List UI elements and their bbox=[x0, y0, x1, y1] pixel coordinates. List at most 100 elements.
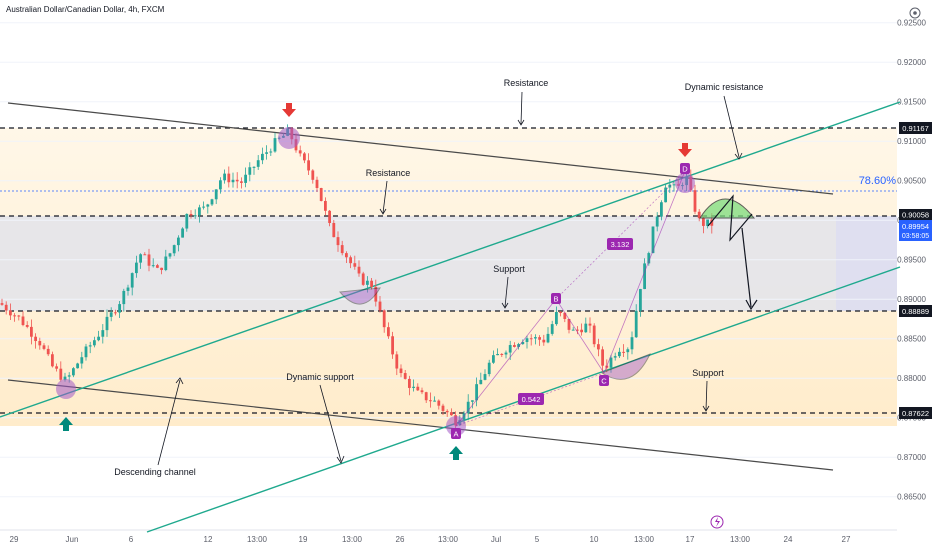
candle-body bbox=[198, 207, 201, 216]
candle-body bbox=[567, 318, 571, 330]
candle-body bbox=[336, 237, 340, 246]
candle-body bbox=[563, 312, 567, 319]
candle-body bbox=[156, 265, 159, 268]
countdown-text: 03:58:05 bbox=[902, 233, 929, 240]
y-tick-label: 0.87000 bbox=[897, 453, 926, 462]
x-tick-label: 17 bbox=[686, 535, 695, 544]
x-tick-label: 6 bbox=[129, 535, 134, 544]
candle-body bbox=[660, 202, 663, 217]
candle-body bbox=[231, 179, 235, 183]
time-axis: 29 Jun 6 12 13:00 19 13:00 26 13:00 Jul 5 10 13:00 17… bbox=[0, 529, 897, 544]
candle-body bbox=[546, 333, 550, 343]
current-price-tag bbox=[899, 220, 932, 241]
candlestick-series bbox=[0, 124, 714, 429]
candle-body bbox=[46, 348, 50, 355]
candle-body bbox=[307, 160, 310, 171]
candle-body bbox=[399, 368, 403, 374]
settings-gear-icon bbox=[909, 7, 921, 19]
candle-body bbox=[240, 181, 243, 183]
candle-body bbox=[353, 263, 357, 267]
level-text-090058: 0.90058 bbox=[902, 211, 929, 220]
candle-body bbox=[630, 337, 634, 350]
candle-body bbox=[366, 280, 369, 285]
candle-body bbox=[395, 354, 399, 369]
candle-body bbox=[622, 351, 625, 353]
x-tick-label: 26 bbox=[396, 535, 405, 544]
level-tag-091167 bbox=[899, 122, 932, 134]
signal-arrows bbox=[59, 103, 692, 460]
candle-body bbox=[324, 200, 327, 211]
candle-body bbox=[256, 160, 260, 167]
x-tick-label: 10 bbox=[590, 535, 599, 544]
candle-body bbox=[445, 410, 449, 413]
sell-arrow-icon-2 bbox=[678, 143, 692, 157]
x-tick-label: 13:00 bbox=[438, 535, 459, 544]
candle-body bbox=[529, 338, 533, 340]
candle-body bbox=[651, 226, 655, 254]
candle-body bbox=[693, 190, 697, 212]
point-d-label: D bbox=[682, 165, 688, 174]
price-grid bbox=[0, 22, 897, 498]
candle-body bbox=[273, 138, 277, 152]
candle-body bbox=[42, 345, 46, 349]
harmonic-pattern: A B C D 0.542 3.132 bbox=[451, 163, 690, 439]
y-tick-label: 0.90500 bbox=[897, 177, 926, 186]
candle-body bbox=[303, 153, 306, 161]
label-support-mid: Support bbox=[493, 264, 525, 274]
candle-body bbox=[588, 323, 592, 326]
current-price-text: 0.89954 bbox=[902, 222, 929, 231]
y-tick-label: 0.88500 bbox=[897, 335, 926, 344]
candle-body bbox=[542, 339, 546, 343]
y-tick-label: 0.92500 bbox=[897, 19, 926, 28]
sell-arrow-icon bbox=[282, 103, 296, 117]
candle-body bbox=[319, 188, 323, 201]
candle-body bbox=[235, 179, 239, 182]
label-resistance-top: Resistance bbox=[504, 78, 549, 88]
candle-body bbox=[122, 290, 126, 305]
candle-body bbox=[168, 253, 172, 257]
candle-body bbox=[210, 199, 214, 205]
price-axis-labels: 78.60% 0.91167 0.90058 0.89954 03:58:05 … bbox=[859, 122, 932, 419]
candle-body bbox=[181, 228, 184, 238]
y-tick-label: 0.91500 bbox=[897, 98, 926, 107]
candle-body bbox=[672, 184, 676, 186]
point-c-label: C bbox=[601, 377, 607, 386]
candle-body bbox=[550, 324, 554, 334]
candle-body bbox=[30, 326, 33, 337]
x-tick-label: 24 bbox=[784, 535, 793, 544]
pivot-circle-left bbox=[56, 379, 76, 399]
candle-body bbox=[25, 325, 29, 327]
candle-body bbox=[311, 170, 315, 180]
candle-body bbox=[592, 325, 596, 345]
candle-body bbox=[647, 253, 651, 264]
candle-body bbox=[433, 400, 436, 402]
channel-lower-line bbox=[7, 379, 834, 471]
candle-body bbox=[475, 384, 478, 401]
candle-body bbox=[496, 354, 499, 356]
candle-body bbox=[618, 351, 621, 357]
candle-body bbox=[0, 303, 4, 305]
fib-level-label: 78.60% bbox=[859, 175, 897, 187]
candle-body bbox=[349, 257, 352, 264]
candle-body bbox=[172, 245, 176, 254]
candle-body bbox=[370, 280, 373, 287]
candle-body bbox=[429, 400, 432, 402]
candle-body bbox=[147, 254, 151, 266]
candle-body bbox=[160, 267, 163, 271]
toolbar-icons[interactable] bbox=[710, 7, 921, 529]
candle-body bbox=[382, 310, 386, 328]
candle-body bbox=[525, 338, 529, 343]
candle-body bbox=[34, 336, 37, 342]
candle-body bbox=[177, 237, 180, 246]
candle-body bbox=[609, 357, 613, 368]
alert-bolt-icon bbox=[710, 515, 724, 529]
y-tick-label: 0.89500 bbox=[897, 256, 926, 265]
candle-body bbox=[462, 413, 466, 421]
candle-body bbox=[412, 386, 415, 388]
annotations: Resistance Resistance Dynamic resistance… bbox=[114, 78, 763, 477]
candle-body bbox=[571, 329, 575, 331]
candle-body bbox=[345, 253, 348, 258]
pivot-circle-right bbox=[675, 173, 695, 193]
candle-body bbox=[227, 173, 231, 183]
